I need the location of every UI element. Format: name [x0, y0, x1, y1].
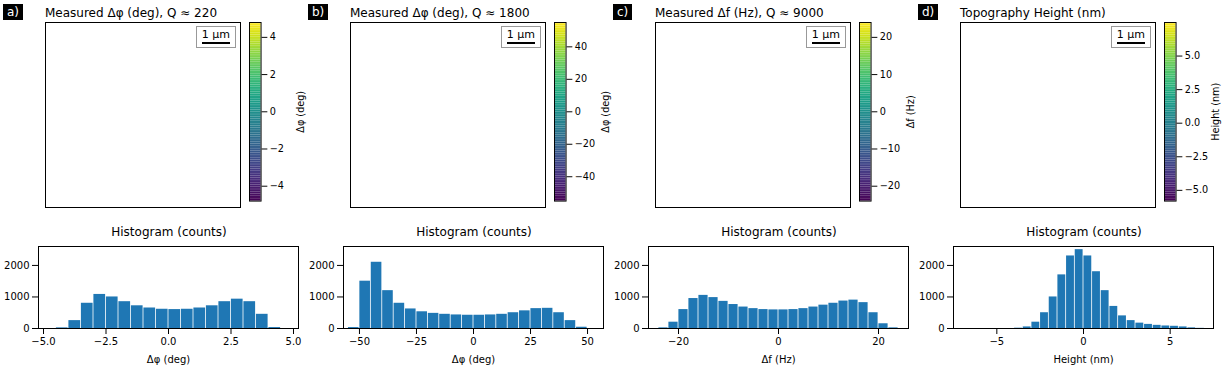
svg-text:−4: −4: [270, 180, 284, 191]
svg-text:0.0: 0.0: [161, 336, 177, 347]
svg-text:−20: −20: [668, 336, 689, 347]
html-text:1 μm: 1 μm: [201, 28, 230, 41]
svg-text:0: 0: [270, 106, 276, 117]
svg-text:0: 0: [328, 323, 334, 334]
html-text:d): d): [922, 5, 935, 19]
svg-text:0: 0: [575, 106, 581, 117]
svg-text:0: 0: [775, 336, 781, 347]
svg-text:0: 0: [1080, 336, 1086, 347]
svg-text:−20: −20: [575, 138, 595, 149]
svg-text:50: 50: [581, 336, 594, 347]
svg-text:2000: 2000: [4, 260, 29, 271]
svg-text:Δφ (deg): Δφ (deg): [600, 91, 611, 133]
svg-text:−10: −10: [880, 143, 900, 154]
svg-text:1000: 1000: [4, 291, 29, 302]
html-text:1 μm: 1 μm: [811, 28, 840, 41]
html-text:Topography Height (nm): Topography Height (nm): [960, 6, 1106, 20]
html-text:1 μm: 1 μm: [1116, 28, 1145, 41]
svg-text:2000: 2000: [919, 260, 944, 271]
svg-text:0: 0: [470, 336, 476, 347]
svg-text:2.5: 2.5: [223, 336, 239, 347]
svg-text:0: 0: [23, 323, 29, 334]
svg-text:20: 20: [872, 336, 885, 347]
svg-text:40: 40: [575, 41, 587, 52]
svg-text:−40: −40: [575, 171, 595, 182]
html-text:Histogram (counts): Histogram (counts): [1026, 225, 1142, 239]
html-text:a): a): [7, 5, 19, 19]
svg-text:10: 10: [880, 69, 892, 80]
svg-text:0.0: 0.0: [1185, 117, 1200, 128]
svg-text:0: 0: [880, 106, 886, 117]
html-text:b): b): [312, 5, 325, 19]
svg-text:−2.5: −2.5: [94, 336, 118, 347]
svg-text:1000: 1000: [614, 291, 639, 302]
svg-text:−2.5: −2.5: [1185, 151, 1208, 162]
svg-text:−5: −5: [989, 336, 1004, 347]
svg-text:Δf (Hz): Δf (Hz): [905, 95, 916, 128]
svg-text:20: 20: [880, 31, 892, 42]
svg-text:5: 5: [1167, 336, 1173, 347]
svg-text:4: 4: [270, 31, 276, 42]
html-text:c): c): [617, 5, 629, 19]
svg-text:5.0: 5.0: [1185, 50, 1200, 61]
svg-text:−20: −20: [880, 180, 900, 191]
svg-text:Δφ (deg): Δφ (deg): [452, 354, 495, 365]
html-text:Measured Δφ (deg), Q ≈ 1800: Measured Δφ (deg), Q ≈ 1800: [350, 6, 530, 20]
svg-text:2.5: 2.5: [1185, 84, 1200, 95]
svg-text:−5.0: −5.0: [31, 336, 55, 347]
svg-text:2: 2: [270, 69, 276, 80]
svg-text:Height (nm): Height (nm): [1210, 83, 1221, 141]
svg-text:20: 20: [575, 73, 587, 84]
svg-text:1000: 1000: [919, 291, 944, 302]
html-text:1 μm: 1 μm: [506, 28, 535, 41]
svg-text:1000: 1000: [309, 291, 334, 302]
svg-text:Δf (Hz): Δf (Hz): [761, 354, 795, 365]
svg-text:−2: −2: [270, 143, 284, 154]
svg-text:0: 0: [633, 323, 639, 334]
html-text:Measured Δφ (deg), Q ≈ 220: Measured Δφ (deg), Q ≈ 220: [45, 6, 217, 20]
svg-text:0: 0: [938, 323, 944, 334]
html-text:Histogram (counts): Histogram (counts): [721, 225, 837, 239]
svg-text:−5.0: −5.0: [1185, 184, 1208, 195]
svg-text:2000: 2000: [614, 260, 639, 271]
svg-text:−50: −50: [349, 336, 370, 347]
svg-text:Δφ (deg): Δφ (deg): [147, 354, 190, 365]
svg-text:5.0: 5.0: [286, 336, 302, 347]
html-text:Measured Δf (Hz), Q ≈ 9000: Measured Δf (Hz), Q ≈ 9000: [655, 6, 824, 20]
html-text:Histogram (counts): Histogram (counts): [416, 225, 532, 239]
svg-text:−25: −25: [406, 336, 427, 347]
svg-text:25: 25: [524, 336, 537, 347]
svg-text:Height (nm): Height (nm): [1053, 354, 1113, 365]
svg-text:Δφ (deg): Δφ (deg): [295, 91, 306, 133]
svg-text:2000: 2000: [309, 260, 334, 271]
html-text:Histogram (counts): Histogram (counts): [111, 225, 227, 239]
